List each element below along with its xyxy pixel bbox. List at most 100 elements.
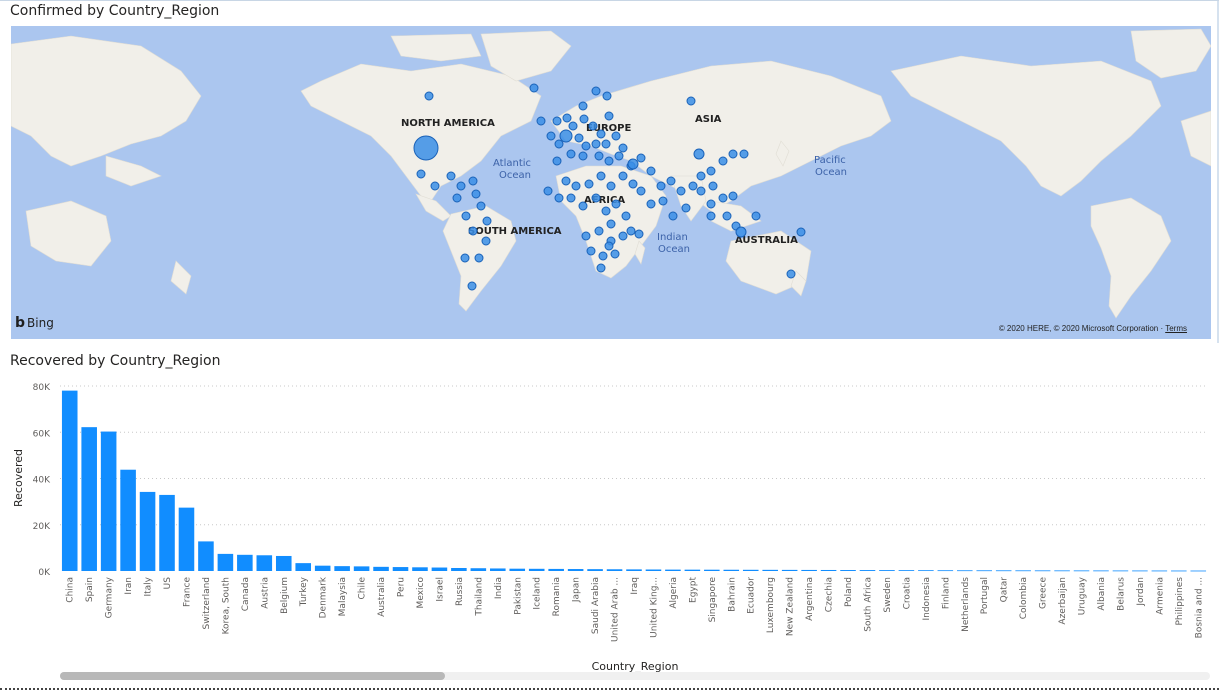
bubble-map[interactable]: NORTH AMERICA SOUTH AMERICA EUROPE ASIA … [11, 26, 1211, 339]
confirmed-bubble[interactable] [658, 196, 668, 206]
confirmed-bubble[interactable] [568, 121, 578, 131]
confirmed-bubble[interactable] [424, 91, 434, 101]
terms-link[interactable]: Terms [1165, 324, 1187, 333]
confirmed-bubble[interactable] [546, 131, 556, 141]
bar[interactable] [820, 569, 837, 571]
confirmed-bubble[interactable] [618, 171, 628, 181]
bar[interactable] [548, 568, 564, 571]
bar[interactable] [704, 569, 720, 571]
confirmed-bubble[interactable] [552, 116, 562, 126]
confirmed-bubble[interactable] [471, 189, 481, 199]
bar[interactable] [295, 563, 312, 571]
map-visual[interactable]: Confirmed by Country_Region [0, 0, 1219, 343]
confirmed-bubble[interactable] [614, 151, 624, 161]
bar[interactable] [61, 390, 78, 571]
bar[interactable] [451, 567, 467, 571]
bar[interactable] [392, 567, 409, 571]
confirmed-bubble[interactable] [668, 211, 678, 221]
confirmed-bubble[interactable] [718, 193, 728, 203]
bar[interactable] [217, 553, 234, 571]
bar[interactable] [1190, 570, 1207, 572]
bar[interactable] [159, 494, 175, 571]
confirmed-bubble[interactable] [467, 281, 477, 291]
confirmed-bubble[interactable] [636, 186, 646, 196]
confirmed-bubble[interactable] [481, 236, 491, 246]
bar[interactable] [645, 569, 662, 571]
confirmed-bubble[interactable] [596, 171, 606, 181]
bar[interactable] [334, 566, 350, 571]
bar[interactable] [256, 555, 273, 571]
bar[interactable] [1073, 570, 1090, 572]
bar[interactable] [275, 555, 292, 571]
bar[interactable] [120, 469, 136, 571]
bar[interactable] [1132, 570, 1148, 572]
bar[interactable] [918, 570, 934, 572]
confirmed-bubble[interactable] [618, 143, 628, 153]
bar[interactable] [976, 570, 993, 572]
bar[interactable] [665, 569, 681, 571]
confirmed-bubble[interactable] [627, 158, 639, 170]
confirmed-bubble[interactable] [591, 86, 601, 96]
confirmed-bubble[interactable] [604, 156, 614, 166]
confirmed-bubble[interactable] [728, 149, 738, 159]
confirmed-bubble[interactable] [476, 201, 486, 211]
bar[interactable] [995, 570, 1012, 572]
confirmed-bubble[interactable] [696, 171, 706, 181]
bar[interactable] [237, 554, 253, 571]
bar[interactable] [762, 569, 778, 571]
confirmed-bubble[interactable] [611, 199, 621, 209]
confirmed-bubble[interactable] [482, 216, 492, 226]
confirmed-bubble[interactable] [634, 229, 644, 239]
confirmed-bubble[interactable] [598, 251, 608, 261]
bar[interactable] [684, 569, 701, 571]
confirmed-bubble[interactable] [561, 176, 571, 186]
confirmed-bubble[interactable] [574, 133, 584, 143]
confirmed-bubble[interactable] [594, 226, 604, 236]
bar[interactable] [1034, 570, 1051, 572]
bar[interactable] [470, 568, 487, 571]
confirmed-bubble[interactable] [718, 156, 728, 166]
confirmed-bubble[interactable] [586, 246, 596, 256]
confirmed-bubble[interactable] [706, 166, 716, 176]
confirmed-bubble[interactable] [529, 83, 539, 93]
confirmed-bubble[interactable] [739, 149, 749, 159]
confirmed-bubble[interactable] [446, 171, 456, 181]
confirmed-bubble[interactable] [706, 199, 716, 209]
bar[interactable] [840, 570, 856, 571]
confirmed-bubble[interactable] [461, 211, 471, 221]
bar[interactable] [198, 541, 214, 571]
confirmed-bubble[interactable] [751, 211, 761, 221]
bar[interactable] [567, 569, 584, 571]
bar-chart-visual[interactable]: Recovered by Country_Region 0K 20K 40K 60K 8… [0, 348, 1219, 688]
confirmed-bubble[interactable] [601, 206, 611, 216]
confirmed-bubble[interactable] [602, 91, 612, 101]
bar[interactable] [859, 570, 876, 571]
bar[interactable] [1151, 570, 1168, 572]
confirmed-bubble[interactable] [468, 226, 478, 236]
confirmed-bubble[interactable] [621, 211, 631, 221]
confirmed-bubble[interactable] [536, 116, 546, 126]
confirmed-bubble[interactable] [728, 191, 738, 201]
confirmed-bubble[interactable] [579, 114, 589, 124]
bar[interactable] [879, 570, 895, 571]
bar[interactable] [509, 568, 526, 571]
confirmed-bubble[interactable] [796, 227, 806, 237]
confirmed-bubble[interactable] [578, 151, 588, 161]
bar[interactable] [314, 565, 331, 571]
confirmed-bubble[interactable] [601, 139, 611, 149]
bar[interactable] [723, 569, 740, 571]
confirmed-bubble[interactable] [596, 129, 606, 139]
confirmed-bubble[interactable] [554, 139, 564, 149]
confirmed-bubble[interactable] [693, 148, 705, 160]
horizontal-scrollbar-track[interactable] [60, 672, 1210, 680]
confirmed-bubble[interactable] [676, 186, 686, 196]
confirmed-bubble[interactable] [611, 131, 621, 141]
confirmed-bubble[interactable] [610, 249, 620, 259]
confirmed-bubble[interactable] [735, 226, 747, 238]
bar[interactable] [412, 567, 428, 571]
confirmed-bubble[interactable] [456, 181, 466, 191]
confirmed-bubble[interactable] [606, 181, 616, 191]
horizontal-scrollbar-thumb[interactable] [60, 672, 445, 680]
bar[interactable] [373, 566, 389, 571]
confirmed-bubble[interactable] [581, 141, 591, 151]
